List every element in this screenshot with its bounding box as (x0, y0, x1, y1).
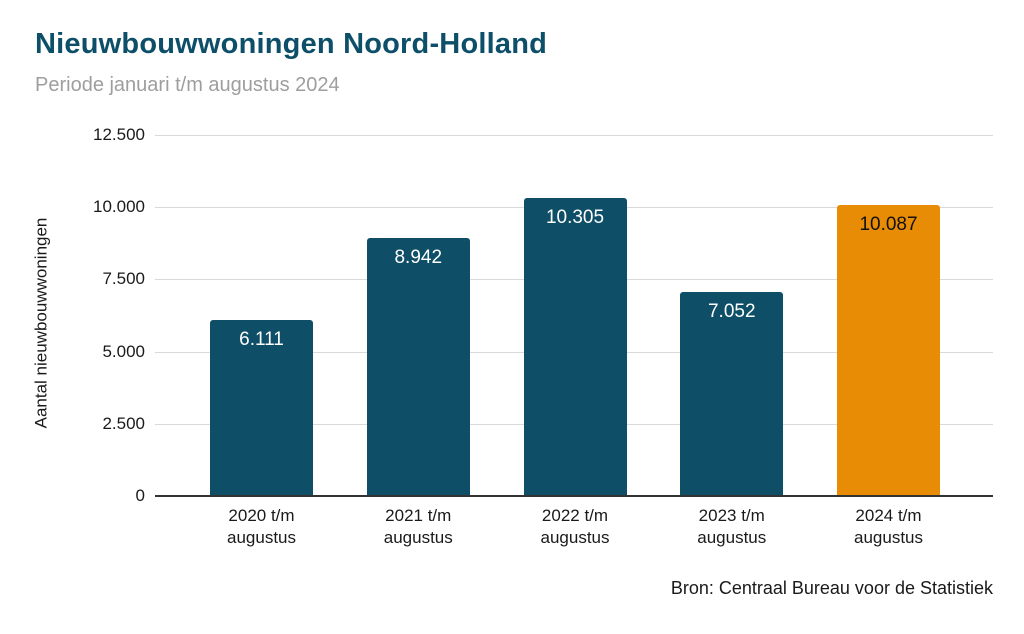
bars-container: 6.111 8.942 10.305 7.052 10.087 (210, 135, 940, 496)
y-axis-title-text: Aantal nieuwbouwwoningen (31, 217, 51, 428)
bar-2023: 7.052 (680, 292, 784, 496)
bar-value-label: 7.052 (707, 301, 756, 323)
chart-title: Nieuwbouwwoningen Noord-Holland (35, 28, 548, 60)
source-caption: Bron: Centraal Bureau voor de Statistiek (670, 578, 993, 598)
x-axis-label: 2022 t/m augustus (540, 506, 610, 547)
x-axis-baseline (155, 495, 993, 497)
bar-value-label: 10.087 (859, 213, 918, 235)
chart-subtitle: Periode januari t/m augustus 2024 (35, 74, 340, 96)
bar-2022: 10.305 (523, 198, 627, 496)
y-tick-label: 12.500 (93, 125, 145, 144)
x-axis-label: 2020 t/m augustus (227, 506, 296, 547)
bar-2024: 10.087 (837, 204, 940, 496)
bar-2021: 8.942 (366, 237, 470, 496)
gridline (155, 135, 993, 136)
y-tick-label: 2.500 (102, 413, 145, 433)
x-axis-label: 2021 t/m augustus (383, 506, 453, 547)
bar-value-label: 8.942 (394, 246, 443, 268)
y-tick-label: 5.000 (102, 341, 145, 361)
y-tick-label: 7.500 (102, 269, 145, 289)
y-axis-title: Aantal nieuwbouwwoningen (28, 135, 54, 510)
bar-value-label: 10.305 (545, 207, 605, 229)
y-tick-label: 0 (135, 486, 145, 505)
bar-value-label: 6.111 (239, 328, 284, 350)
x-axis-label: 2023 t/m augustus (697, 506, 767, 547)
plot-area: 6.111 8.942 10.305 7.052 10.087 0 2.500 5.000 7… (93, 125, 993, 505)
x-axis-label: 2024 t/m augustus (854, 506, 923, 547)
x-axis-labels: 2020 t/m augustus 2021 t/m augustus 2022 t/m… (210, 505, 940, 549)
bar-2020: 6.111 (210, 319, 313, 496)
y-tick-label: 10.000 (93, 197, 145, 217)
